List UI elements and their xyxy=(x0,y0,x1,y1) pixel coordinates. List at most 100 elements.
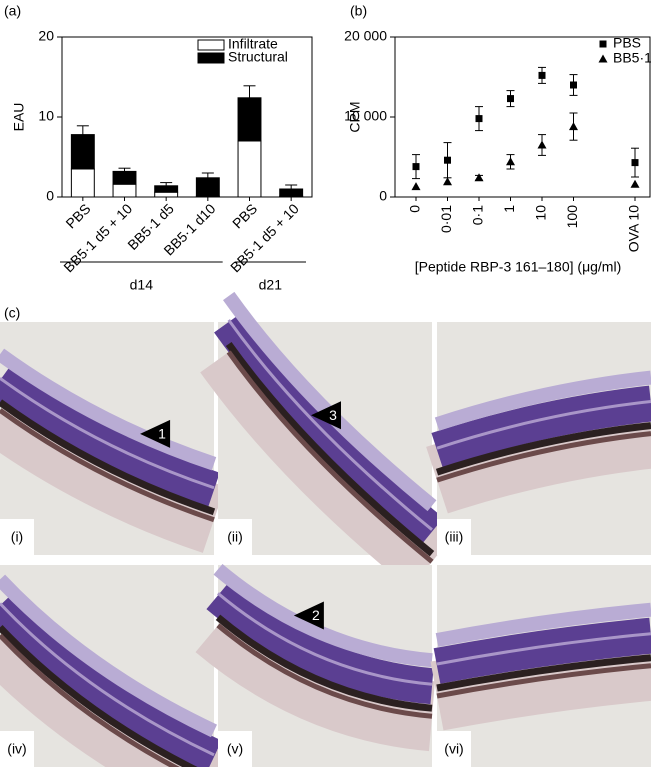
arrow-label: 3 xyxy=(329,407,337,423)
tissue-layer xyxy=(0,602,215,757)
legend-swatch xyxy=(197,52,225,64)
arrow-marker xyxy=(311,401,341,430)
plot-frame xyxy=(394,36,651,198)
group-label: d14 xyxy=(130,277,154,293)
histology-image: (vi) xyxy=(430,565,651,767)
tissue-layer xyxy=(206,581,434,705)
marker xyxy=(444,156,451,164)
image-label: (v) xyxy=(227,741,243,757)
y-tick-label: 10 xyxy=(38,108,54,124)
arrow-marker xyxy=(140,419,171,448)
tissue-layer xyxy=(217,592,433,686)
image-label: (ii) xyxy=(227,529,243,545)
marker xyxy=(537,140,547,149)
x-tick-label: PBS xyxy=(62,200,93,231)
marker xyxy=(599,40,607,48)
bar xyxy=(112,183,137,198)
tissue-layer xyxy=(0,377,215,490)
tissue-layer xyxy=(213,563,433,668)
x-tick-label: 100 xyxy=(564,205,580,229)
x-tick-label: 0 xyxy=(407,205,423,213)
tissue-layer xyxy=(0,633,180,767)
tissue-layer xyxy=(435,422,651,476)
image-label-box xyxy=(437,519,471,555)
y-tick-label: 0 xyxy=(379,188,387,204)
error-bar xyxy=(243,85,256,111)
marker xyxy=(538,71,546,79)
error-bar xyxy=(285,184,298,194)
tissue-layer xyxy=(227,319,433,531)
tissue-layer xyxy=(223,291,437,512)
tissue-layer xyxy=(0,399,216,516)
y-tick-label: 0 xyxy=(46,188,54,204)
marker xyxy=(475,115,483,123)
error-bar xyxy=(160,182,173,190)
tissue-layer xyxy=(436,431,651,483)
marker xyxy=(412,163,420,171)
tissue-layer xyxy=(433,617,651,684)
image-label: (iv) xyxy=(7,741,26,757)
tissue-layer xyxy=(226,350,434,564)
tissue-layer xyxy=(434,370,651,431)
tissue-layer xyxy=(0,408,215,523)
tissue-layer xyxy=(216,623,433,719)
tissue-layer xyxy=(436,400,651,450)
tissue-layer xyxy=(435,602,651,647)
marker xyxy=(474,173,484,182)
error-bar xyxy=(118,167,131,176)
marker xyxy=(507,95,514,103)
histology-image: (v) 2 xyxy=(195,563,436,767)
tissue-layer xyxy=(0,574,217,738)
y-tick-label: 10 000 xyxy=(344,108,387,124)
image-label-box xyxy=(437,731,471,767)
tissue-layer xyxy=(0,348,217,471)
legend-label: Infiltrate xyxy=(228,36,278,52)
x-tick-label: 1 xyxy=(501,205,517,213)
tissue-layer xyxy=(436,663,651,699)
marker xyxy=(569,122,578,131)
x-tick-label: PBS xyxy=(229,200,260,231)
x-tick-label: 0·1 xyxy=(470,205,486,225)
tissue-layer xyxy=(436,632,651,666)
image-label: (i) xyxy=(11,529,23,545)
tissue-layer xyxy=(225,341,435,557)
x-tick-label: 0·01 xyxy=(438,205,454,233)
marker xyxy=(443,177,452,186)
panel-label: (b) xyxy=(350,3,367,19)
legend-label: BB5·1 xyxy=(613,50,651,66)
histology-image: (ii) 3 xyxy=(200,291,455,589)
error-bar xyxy=(201,172,214,184)
image-label: (vi) xyxy=(444,741,463,757)
histology-image: (iv) xyxy=(0,565,229,767)
tissue-layer xyxy=(215,614,433,712)
marker xyxy=(411,182,421,191)
image-label-box xyxy=(0,731,34,767)
marker xyxy=(570,81,577,89)
group-label: d21 xyxy=(259,277,283,293)
arrow-label: 1 xyxy=(158,426,166,442)
marker xyxy=(598,54,608,63)
marker xyxy=(630,179,640,188)
error-bar xyxy=(76,125,89,144)
tissue-layer xyxy=(436,654,651,692)
bar xyxy=(237,140,262,198)
y-tick-label: 20 xyxy=(38,28,54,44)
x-axis-label: [Peptide RBP-3 161–180] (μg/ml) xyxy=(415,259,622,275)
image-label-box xyxy=(0,519,34,555)
marker xyxy=(506,157,515,166)
legend-swatch xyxy=(197,39,225,51)
tissue-layer xyxy=(0,365,220,507)
y-axis-label: EAU xyxy=(11,103,27,132)
panel-label: (a) xyxy=(4,3,21,19)
histology-image: (i) 1 xyxy=(0,322,226,555)
marker xyxy=(631,159,639,167)
image-label: (iii) xyxy=(445,529,464,545)
panel-label: (c) xyxy=(4,305,20,321)
y-axis-label: CPM xyxy=(347,101,363,132)
tissue-layer xyxy=(0,624,198,767)
y-tick-label: 20 000 xyxy=(344,28,387,44)
arrow-marker xyxy=(293,601,324,630)
histology-image: (iii) xyxy=(426,322,651,555)
bar xyxy=(70,168,95,198)
